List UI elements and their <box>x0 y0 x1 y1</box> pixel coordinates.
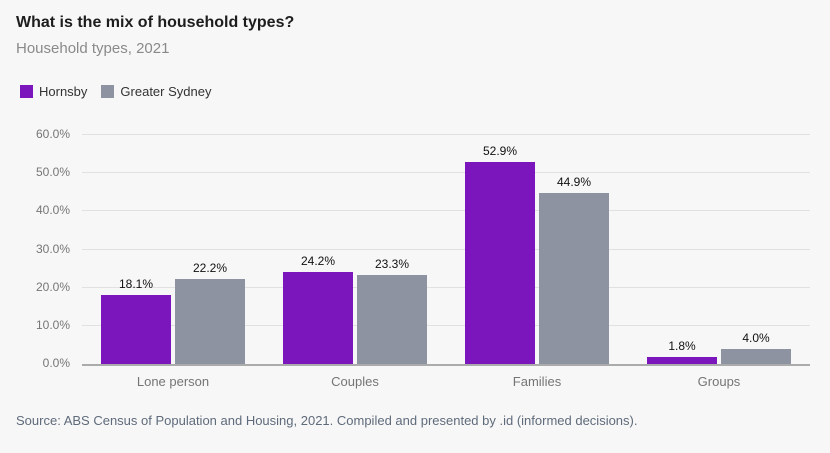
y-axis-tick-label: 60.0% <box>35 127 70 141</box>
gridline <box>82 134 810 135</box>
y-axis-tick-label: 0.0% <box>42 356 70 370</box>
bar-hornsby[interactable]: 24.2% <box>283 254 353 364</box>
gridline <box>82 210 810 212</box>
gridline <box>82 286 810 288</box>
legend-item-hornsby[interactable]: Hornsby <box>20 84 87 99</box>
category-group-families: 52.9% 44.9% Families <box>446 135 628 389</box>
legend-swatch-greater-sydney <box>101 85 115 98</box>
bar-greater-sydney[interactable]: 22.2% <box>175 261 245 364</box>
x-axis-category-label: Lone person <box>136 374 210 389</box>
category-group-groups: 1.8% 4.0% Groups <box>628 135 810 389</box>
legend-label-greater-sydney: Greater Sydney <box>120 84 212 99</box>
bar-value-label: 22.2% <box>192 261 228 276</box>
legend: Hornsby Greater Sydney <box>20 84 211 99</box>
source-note: Source: ABS Census of Population and Hou… <box>16 413 638 428</box>
bar-value-label: 44.9% <box>556 174 592 189</box>
bar-value-label: 23.3% <box>374 257 410 272</box>
bar-value-label: 52.9% <box>482 144 518 159</box>
bar-value-label: 4.0% <box>742 330 770 345</box>
y-axis-tick-label: 10.0% <box>35 317 70 332</box>
chart-subtitle: Household types, 2021 <box>16 40 170 57</box>
category-group-lone-person: 18.1% 22.2% Lone person <box>82 135 264 389</box>
y-axis-tick-label: 40.0% <box>35 203 70 218</box>
gridline <box>82 324 810 326</box>
bar-hornsby[interactable]: 18.1% <box>101 277 171 364</box>
y-axis-tick-label: 20.0% <box>35 279 70 294</box>
x-axis-category-label: Groups <box>697 374 741 389</box>
legend-swatch-hornsby <box>20 85 33 98</box>
category-group-couples: 24.2% 23.3% Couples <box>264 135 446 389</box>
legend-label-hornsby: Hornsby <box>39 84 88 99</box>
bar-greater-sydney[interactable]: 44.9% <box>539 175 609 364</box>
gridline <box>82 248 810 250</box>
chart-title: What is the mix of household types? <box>16 14 295 31</box>
plot-area: 0.0% 10.0% 20.0% 30.0% 40.0% 50.0% 60.0% 18.1% 2… <box>36 127 810 389</box>
legend-item-greater-sydney[interactable]: Greater Sydney <box>101 84 211 99</box>
bar-value-label: 1.8% <box>668 339 696 354</box>
y-axis-tick-label: 50.0% <box>35 165 70 180</box>
bar-hornsby[interactable]: 1.8% <box>647 339 717 364</box>
bar-greater-sydney[interactable]: 23.3% <box>357 257 427 364</box>
x-axis-category-label: Couples <box>331 374 379 389</box>
bar-hornsby[interactable]: 52.9% <box>465 144 535 364</box>
bar-value-label: 24.2% <box>300 253 336 268</box>
y-axis-tick-label: 30.0% <box>35 241 70 256</box>
bar-value-label: 18.1% <box>118 276 154 291</box>
x-axis-category-label: Families <box>512 374 562 389</box>
bar-greater-sydney[interactable]: 4.0% <box>721 331 791 364</box>
gridline <box>82 172 810 174</box>
